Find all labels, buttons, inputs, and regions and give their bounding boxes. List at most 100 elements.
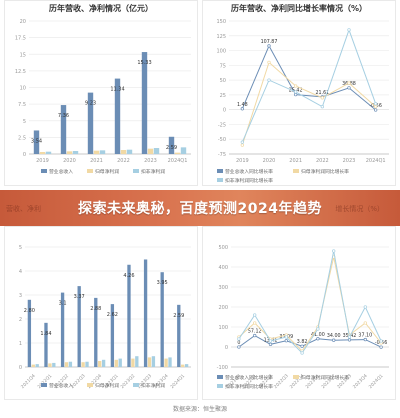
bar [77, 286, 81, 367]
bar [143, 259, 148, 367]
y-tick-label: 300 [218, 285, 228, 291]
y-tick-label: 0 [23, 152, 26, 158]
bar [39, 152, 46, 154]
data-point [240, 107, 244, 111]
x-tick-label: 2024Q1 [368, 373, 385, 390]
bar [184, 364, 189, 367]
bar [118, 358, 122, 367]
bar [68, 361, 73, 367]
data-label: 34.00 [327, 333, 341, 339]
y-tick-label: 10 [20, 86, 26, 92]
y-tick-label: -100 [217, 365, 228, 371]
series-line [241, 61, 377, 146]
data-point [347, 81, 351, 85]
x-tick-label: 2022Q3 [273, 373, 290, 390]
legend-swatch [217, 178, 223, 182]
revenue-profit-bar-chart: 0 2.5 5 7.5 10 12.5 15 17.5 20 2019 2020 2021 2022 20… [15, 19, 191, 175]
legend-label: 归母净利润 [95, 382, 119, 389]
x-tick-label: 2023Q2 [119, 373, 136, 390]
x-tick-label: 2020 [263, 158, 276, 164]
bar [151, 356, 156, 367]
data-point [253, 313, 257, 317]
data-label: 2.88 [90, 306, 101, 312]
bar [31, 364, 35, 367]
bar [153, 148, 160, 154]
data-point [294, 84, 298, 88]
y-tick-label: -75 [218, 152, 226, 158]
legend-swatch [41, 169, 47, 173]
y-tick-label: 17.5 [15, 36, 26, 42]
data-point [379, 339, 383, 343]
bar [72, 151, 79, 154]
data-label: 2.59 [173, 313, 184, 319]
legend-swatch [293, 169, 299, 173]
data-point [332, 249, 336, 253]
data-label: 15.33 [137, 60, 151, 66]
y-tick-label: 100 [218, 325, 228, 331]
data-point [294, 92, 298, 97]
legend-label: 归母净利润同比增长率 [301, 168, 349, 175]
legend-label: 归母净利润同比增长率 [301, 374, 349, 381]
bar [110, 304, 115, 367]
bar [44, 322, 48, 367]
y-tick-label: 0 [223, 108, 226, 114]
y-tick-label: 7.5 [18, 102, 26, 108]
data-label: 4.26 [123, 273, 134, 279]
legend-swatch [87, 383, 93, 387]
legend-label: 扣非净利润同比增长率 [225, 177, 273, 184]
legend-label: 扣非净利润同比增长率 [225, 383, 273, 390]
quarterly-revenue-panel: 0 1 2 3 4 5 2021Q4 2022Q1 2022Q2 2022Q3 2022Q4 2023… [4, 226, 198, 400]
data-point [374, 105, 378, 109]
data-label: 11.34 [110, 87, 124, 93]
data-point [284, 335, 288, 339]
bar [94, 297, 98, 367]
data-point [294, 90, 298, 94]
y-tick-label: -25 [218, 122, 226, 128]
data-point [237, 345, 241, 349]
y-tick-label: 150 [216, 19, 226, 25]
series-line [238, 250, 382, 354]
data-point [347, 338, 352, 342]
data-point [268, 342, 273, 346]
data-point [379, 345, 383, 349]
data-label: 2.59 [166, 145, 177, 151]
bar [64, 362, 69, 367]
y-tick-label: 25 [220, 93, 226, 99]
legend-label: 营业总收入 [49, 382, 73, 389]
y-tick-label: 75 [220, 63, 226, 69]
legend-label: 营业总收入同比增长率 [225, 374, 273, 381]
x-tick-label: 2019 [236, 158, 249, 164]
y-tick-label: 500 [218, 245, 228, 251]
data-point [267, 44, 271, 48]
legend-label: 归母净利润 [95, 168, 119, 175]
data-point [267, 78, 271, 82]
bar [93, 150, 100, 154]
data-point [316, 327, 320, 331]
legend-label: 营业总收入 [49, 168, 73, 175]
x-tick-label: 2022 [316, 158, 329, 164]
data-point [332, 338, 336, 342]
data-point [284, 339, 288, 343]
data-label: 7.36 [58, 113, 69, 119]
bar [114, 359, 118, 367]
banner-underlay: 营收、净利 增长情况（%） [0, 190, 400, 226]
y-tick-label: 125 [216, 34, 226, 40]
data-label: 2.80 [24, 308, 35, 314]
x-tick-label: 2019 [36, 158, 49, 164]
bar [168, 357, 172, 367]
bar [147, 148, 154, 154]
y-tick-label: 400 [218, 265, 228, 271]
series-line [238, 256, 382, 352]
x-tick-label: 2023Q4 [352, 373, 369, 390]
legend-swatch [133, 169, 139, 173]
bar [48, 363, 52, 367]
bar [160, 272, 164, 367]
series-line [241, 44, 377, 111]
banner-left-fragment: 营收、净利 [6, 205, 41, 213]
bar [101, 359, 106, 367]
data-point [268, 339, 273, 343]
y-tick-label: 4 [19, 269, 22, 275]
data-point [253, 321, 257, 325]
data-label: 0 [237, 340, 240, 346]
